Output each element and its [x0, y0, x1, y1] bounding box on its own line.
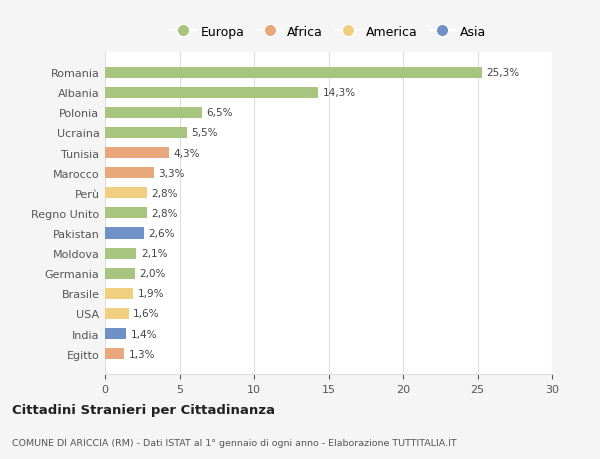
Text: 6,5%: 6,5%: [206, 108, 233, 118]
Bar: [105, 228, 144, 239]
Legend: Europa, Africa, America, Asia: Europa, Africa, America, Asia: [166, 21, 491, 44]
Bar: [105, 208, 147, 219]
Text: 2,0%: 2,0%: [139, 269, 166, 279]
Bar: [105, 88, 318, 99]
Text: 1,4%: 1,4%: [130, 329, 157, 339]
Text: 3,3%: 3,3%: [158, 168, 185, 178]
Text: Cittadini Stranieri per Cittadinanza: Cittadini Stranieri per Cittadinanza: [12, 403, 275, 416]
Bar: [105, 107, 202, 118]
Bar: [105, 288, 133, 299]
Text: 1,9%: 1,9%: [138, 289, 164, 299]
Bar: [105, 148, 169, 159]
Bar: [105, 168, 154, 179]
Bar: [105, 308, 129, 319]
Bar: [105, 268, 135, 279]
Text: 14,3%: 14,3%: [323, 88, 356, 98]
Text: 2,6%: 2,6%: [148, 229, 175, 239]
Text: COMUNE DI ARICCIA (RM) - Dati ISTAT al 1° gennaio di ogni anno - Elaborazione TU: COMUNE DI ARICCIA (RM) - Dati ISTAT al 1…: [12, 438, 457, 447]
Bar: [105, 67, 482, 78]
Text: 5,5%: 5,5%: [191, 128, 218, 138]
Text: 2,8%: 2,8%: [151, 188, 178, 198]
Text: 1,6%: 1,6%: [133, 309, 160, 319]
Text: 25,3%: 25,3%: [487, 68, 520, 78]
Bar: [105, 248, 136, 259]
Text: 1,3%: 1,3%: [129, 349, 155, 359]
Bar: [105, 328, 126, 339]
Bar: [105, 348, 124, 359]
Text: 2,8%: 2,8%: [151, 208, 178, 218]
Text: 4,3%: 4,3%: [173, 148, 200, 158]
Bar: [105, 188, 147, 199]
Bar: [105, 128, 187, 139]
Text: 2,1%: 2,1%: [141, 249, 167, 258]
